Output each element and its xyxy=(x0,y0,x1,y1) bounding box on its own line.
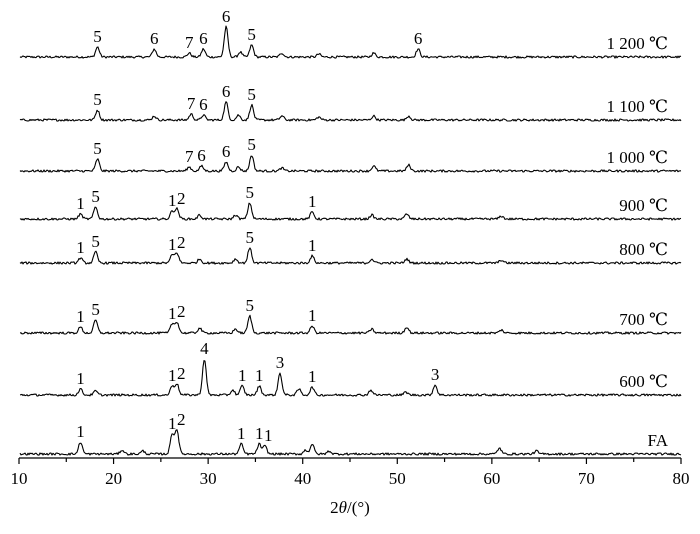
x-axis-ticks: 10 20 30 40 50 60 70 80 xyxy=(11,458,690,488)
series-label: 800 ℃ xyxy=(619,240,668,259)
x-tick-label: 40 xyxy=(294,469,311,488)
peak-label: 5 xyxy=(93,90,102,109)
peak-label: 6 xyxy=(199,29,208,48)
x-axis-label: 2θ/(°) xyxy=(330,498,370,517)
peak-label: 1 xyxy=(76,194,85,213)
peak-label: 2 xyxy=(177,233,186,252)
peak-label: 5 xyxy=(247,85,256,104)
series-label: FA xyxy=(648,431,669,450)
trace-8 xyxy=(19,429,682,456)
peak-label: 5 xyxy=(91,232,100,251)
peak-label: 1 xyxy=(237,424,246,443)
peak-label: 1 xyxy=(168,191,177,210)
peak-label: 1 xyxy=(168,304,177,323)
peak-label: 1 xyxy=(168,235,177,254)
x-tick-label: 50 xyxy=(389,469,406,488)
peak-label: 7 xyxy=(187,94,196,113)
peak-label: 4 xyxy=(200,339,209,358)
peak-label: 6 xyxy=(222,82,231,101)
peak-label: 1 xyxy=(308,306,317,325)
trace-2 xyxy=(19,101,682,122)
series-labels-group: 1 200 ℃ 1 100 ℃ 1 000 ℃ 900 ℃ 800 ℃ 700 ℃ 600 … xyxy=(606,34,668,450)
trace-1 xyxy=(19,25,682,59)
trace-7 xyxy=(19,360,682,397)
x-tick-label: 80 xyxy=(673,469,690,488)
peak-label: 6 xyxy=(222,7,231,26)
peak-label: 1 xyxy=(76,422,85,441)
peak-label: 1 xyxy=(255,366,264,385)
peak-label: 2 xyxy=(177,410,186,429)
peak-label: 5 xyxy=(247,135,256,154)
peak-label: 3 xyxy=(431,365,440,384)
peak-label: 1 xyxy=(168,414,177,433)
x-tick-label: 60 xyxy=(483,469,500,488)
peak-label: 7 xyxy=(185,147,194,166)
peak-label: 1 xyxy=(308,236,317,255)
peak-label: 5 xyxy=(247,25,256,44)
peak-label: 1 xyxy=(76,238,85,257)
peak-label: 5 xyxy=(246,183,255,202)
peak-label: 2 xyxy=(177,189,186,208)
series-label: 1 000 ℃ xyxy=(606,148,668,167)
peak-label: 6 xyxy=(222,142,231,161)
peak-label: 5 xyxy=(93,139,102,158)
x-tick-label: 70 xyxy=(578,469,595,488)
peak-label: 6 xyxy=(197,146,206,165)
series-label: 1 100 ℃ xyxy=(606,97,668,116)
peak-label: 6 xyxy=(150,29,159,48)
peak-label: 1 xyxy=(308,367,317,386)
trace-4 xyxy=(19,202,682,221)
series-label: 900 ℃ xyxy=(619,196,668,215)
peak-label: 1 xyxy=(76,369,85,388)
peak-label: 7 xyxy=(185,33,194,52)
x-tick-label: 30 xyxy=(200,469,217,488)
peak-label: 5 xyxy=(246,228,255,247)
peak-label: 1 xyxy=(76,307,85,326)
peak-label: 6 xyxy=(199,95,208,114)
peak-label: 2 xyxy=(177,302,186,321)
peak-label: 6 xyxy=(414,29,423,48)
peak-label: 5 xyxy=(246,296,255,315)
x-tick-label: 10 xyxy=(11,469,28,488)
peak-label: 5 xyxy=(93,27,102,46)
peak-label: 5 xyxy=(91,187,100,206)
peak-label: 1 xyxy=(255,424,264,443)
peak-label: 1 xyxy=(238,366,247,385)
peak-labels-group: 5 6 7 665 65 7 66 55 7 6 6 51 5 1 2 5 11 5 1 2 5 11 5 1 2 511 1 241… xyxy=(76,7,439,445)
traces-group xyxy=(19,25,682,456)
peak-label: 3 xyxy=(276,353,285,372)
series-label: 1 200 ℃ xyxy=(606,34,668,53)
series-label: 700 ℃ xyxy=(619,310,668,329)
trace-5 xyxy=(19,247,682,265)
peak-label: 1 xyxy=(168,366,177,385)
trace-6 xyxy=(19,314,682,335)
series-label: 600 ℃ xyxy=(619,372,668,391)
peak-label: 2 xyxy=(177,364,186,383)
peak-label: 1 xyxy=(308,192,317,211)
peak-label: 1 xyxy=(264,426,273,445)
peak-label: 5 xyxy=(91,300,100,319)
x-tick-label: 20 xyxy=(105,469,122,488)
trace-3 xyxy=(19,155,682,173)
